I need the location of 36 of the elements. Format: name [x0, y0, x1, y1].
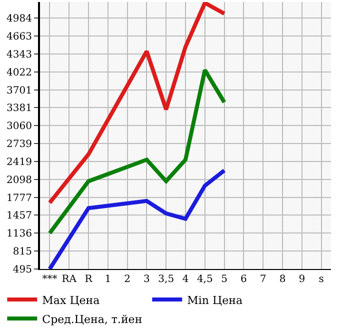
x-tick-label: 8: [279, 274, 286, 285]
x-tick-label: 4: [182, 274, 189, 285]
x-tick-label: 3,5: [158, 274, 174, 285]
legend-label: Max Цена: [42, 294, 100, 307]
x-tick-label: RA: [62, 274, 78, 285]
x-tick-label: 4,5: [196, 274, 213, 285]
legend-label: Min Цена: [187, 294, 243, 307]
y-tick-label: 1777: [6, 192, 32, 204]
y-tick-label: 495: [12, 264, 32, 276]
x-tick-label: 1: [104, 274, 112, 285]
y-tick-label: 1136: [6, 228, 32, 240]
x-tick-label: ***: [42, 274, 58, 285]
y-tick-label: 4022: [6, 67, 32, 78]
y-tick-label: 4984: [6, 14, 32, 25]
legend-label: Сред.Цена, т.йен: [42, 312, 142, 326]
x-tick-label: 6: [240, 274, 247, 285]
y-tick-label: 3701: [6, 85, 32, 96]
x-tick-label: 2: [124, 274, 130, 285]
y-tick-label: 4663: [6, 32, 32, 43]
y-tick-label: 3060: [6, 121, 32, 132]
x-tick-label: 5: [221, 274, 228, 285]
line-series: [48, 2, 226, 205]
x-tick-label: s: [318, 274, 324, 285]
line-series: [48, 168, 226, 269]
y-tick-label: 2098: [6, 174, 32, 186]
x-tick-label: 7: [260, 274, 266, 285]
y-tick-label: 4343: [6, 49, 32, 60]
y-tick-label: 2739: [6, 139, 32, 150]
y-tick-label: 1457: [6, 210, 32, 222]
y-tick-label: 815: [12, 246, 32, 258]
x-tick-label: 9: [298, 274, 306, 285]
y-tick-label: 3381: [6, 103, 32, 114]
x-tick-label: 3: [144, 274, 150, 285]
y-tick-label: 2419: [6, 156, 32, 168]
x-tick-label: R: [84, 274, 93, 285]
line-series: [48, 68, 226, 236]
